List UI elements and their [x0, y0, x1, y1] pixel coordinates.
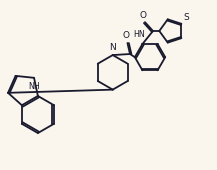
Text: N: N: [109, 43, 116, 52]
Text: NH: NH: [29, 82, 40, 91]
Text: HN: HN: [133, 30, 145, 39]
Text: O: O: [123, 31, 130, 40]
Text: S: S: [183, 13, 189, 22]
Text: O: O: [140, 11, 147, 20]
